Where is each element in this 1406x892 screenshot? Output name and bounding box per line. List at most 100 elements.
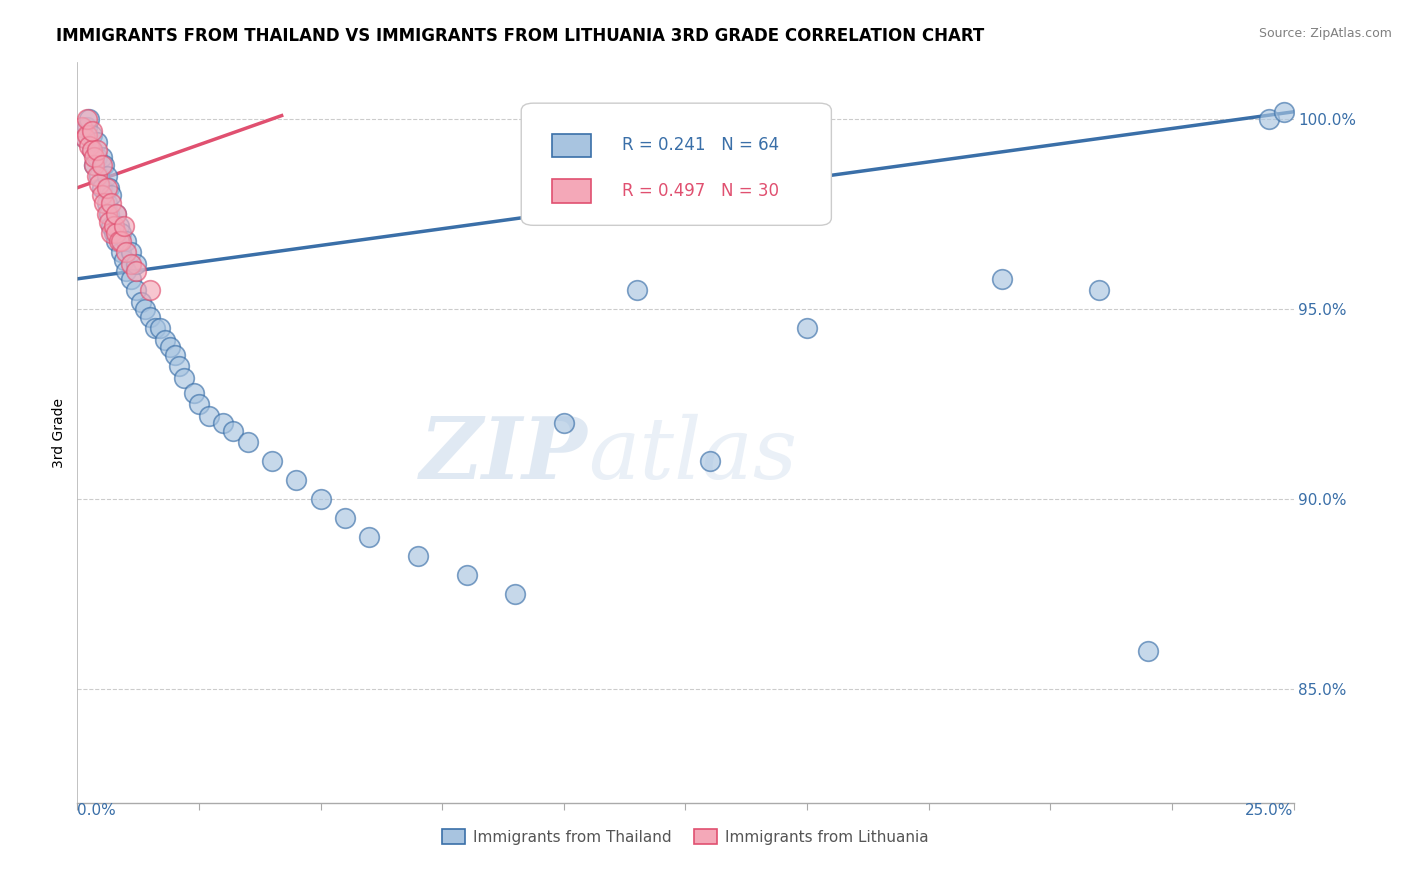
Point xyxy=(90,150,112,164)
Point xyxy=(107,234,129,248)
Point xyxy=(115,264,138,278)
Point xyxy=(149,321,172,335)
Point xyxy=(90,158,112,172)
Point xyxy=(79,112,101,127)
Text: R = 0.241   N = 64: R = 0.241 N = 64 xyxy=(623,136,779,154)
Point xyxy=(183,385,205,400)
Point xyxy=(80,128,103,142)
Point xyxy=(503,587,526,601)
Point xyxy=(406,549,429,563)
Point xyxy=(89,177,111,191)
Point xyxy=(169,359,191,374)
Point xyxy=(70,120,93,134)
Point xyxy=(456,568,478,582)
Point xyxy=(103,227,125,241)
Text: Source: ZipAtlas.com: Source: ZipAtlas.com xyxy=(1258,27,1392,40)
Point xyxy=(100,219,122,233)
Point xyxy=(83,158,105,172)
Text: atlas: atlas xyxy=(588,414,797,496)
Point xyxy=(309,491,332,506)
Point xyxy=(796,321,818,335)
Point xyxy=(553,416,575,430)
Point xyxy=(105,207,128,221)
Text: IMMIGRANTS FROM THAILAND VS IMMIGRANTS FROM LITHUANIA 3RD GRADE CORRELATION CHAR: IMMIGRANTS FROM THAILAND VS IMMIGRANTS F… xyxy=(56,27,984,45)
Point xyxy=(115,245,138,260)
Point xyxy=(83,150,105,164)
Point xyxy=(125,264,148,278)
Point xyxy=(212,416,235,430)
Point xyxy=(110,227,132,241)
Point xyxy=(285,473,308,487)
Text: 25.0%: 25.0% xyxy=(1246,803,1294,818)
Point xyxy=(76,120,98,134)
Text: R = 0.497   N = 30: R = 0.497 N = 30 xyxy=(623,182,779,200)
Point xyxy=(105,234,128,248)
Point xyxy=(86,150,108,164)
Point xyxy=(197,409,219,423)
Point xyxy=(112,252,135,267)
Point xyxy=(163,348,186,362)
Point xyxy=(86,135,108,149)
Point xyxy=(105,207,128,221)
Y-axis label: 3rd Grade: 3rd Grade xyxy=(52,398,66,467)
Point xyxy=(125,283,148,297)
Point xyxy=(80,143,103,157)
Point xyxy=(90,188,112,202)
Point xyxy=(129,294,152,309)
Point xyxy=(236,435,259,450)
Point xyxy=(97,207,120,221)
Point xyxy=(93,158,115,172)
Point xyxy=(159,340,181,354)
Point xyxy=(153,333,176,347)
Text: ZIP: ZIP xyxy=(420,413,588,497)
Point xyxy=(73,131,96,145)
Point xyxy=(110,245,132,260)
Point xyxy=(105,227,128,241)
Point xyxy=(222,424,245,438)
Point xyxy=(125,257,148,271)
FancyBboxPatch shape xyxy=(522,103,831,226)
Point xyxy=(80,124,103,138)
Bar xyxy=(551,134,591,157)
Point xyxy=(89,169,111,184)
Point xyxy=(173,370,195,384)
Point xyxy=(96,180,118,194)
Text: 0.0%: 0.0% xyxy=(77,803,117,818)
Point xyxy=(103,219,125,233)
Point xyxy=(699,454,721,468)
Point xyxy=(90,180,112,194)
Point xyxy=(93,195,115,210)
Point xyxy=(260,454,283,468)
Point xyxy=(359,530,381,544)
Point xyxy=(97,180,120,194)
Point xyxy=(120,245,142,260)
Point xyxy=(1272,104,1295,119)
Point xyxy=(120,257,142,271)
Point xyxy=(86,169,108,184)
Point xyxy=(110,234,132,248)
Point xyxy=(112,219,135,233)
Point xyxy=(100,195,122,210)
Point xyxy=(115,234,138,248)
Point xyxy=(626,283,648,297)
Point xyxy=(76,112,98,127)
Point xyxy=(134,302,156,317)
Point xyxy=(76,128,98,142)
Point xyxy=(80,143,103,157)
Point xyxy=(143,321,166,335)
Point xyxy=(73,131,96,145)
Point xyxy=(990,272,1012,286)
Point xyxy=(96,195,118,210)
Point xyxy=(107,219,129,233)
Point xyxy=(120,272,142,286)
Point xyxy=(333,511,356,525)
Point xyxy=(96,169,118,184)
Point xyxy=(188,397,211,411)
Point xyxy=(96,207,118,221)
Bar xyxy=(551,179,591,202)
Point xyxy=(1136,644,1159,658)
Point xyxy=(1088,283,1111,297)
Legend: Immigrants from Thailand, Immigrants from Lithuania: Immigrants from Thailand, Immigrants fro… xyxy=(436,822,935,851)
Point xyxy=(1258,112,1281,127)
Point xyxy=(100,188,122,202)
